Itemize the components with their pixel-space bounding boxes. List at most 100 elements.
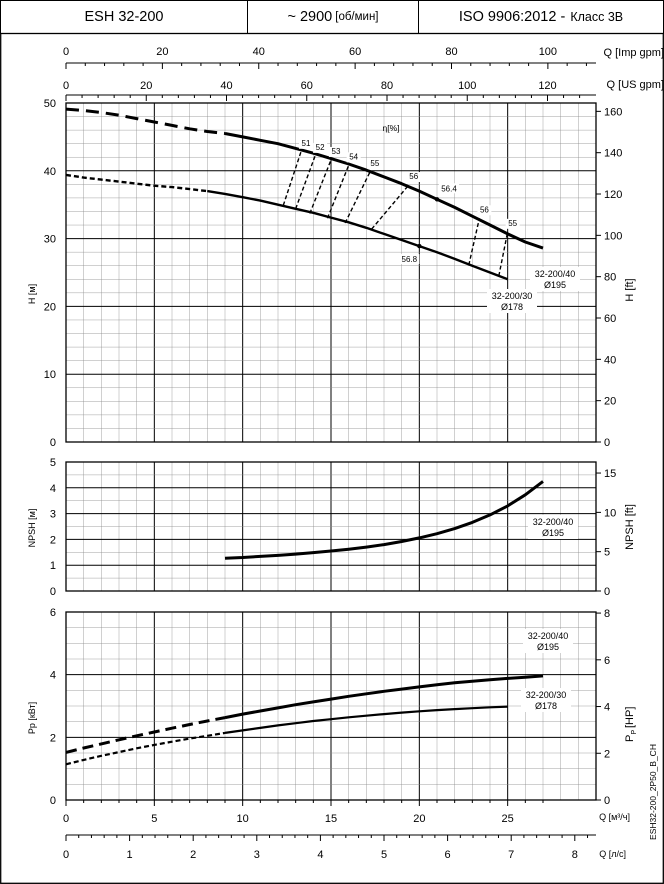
power-series-label-0-line1: 32-200/40 bbox=[528, 631, 569, 641]
top1-axis-label: Q [Imp gpm] bbox=[603, 47, 664, 59]
top2-tick-label: 120 bbox=[538, 80, 556, 92]
h-right-tick-label: 120 bbox=[604, 189, 622, 201]
efficiency-label-bg bbox=[329, 146, 343, 157]
head-curve-1 bbox=[207, 189, 509, 281]
h-left-tick-label: 20 bbox=[44, 301, 56, 313]
header-speed-value: ~ 2900 bbox=[287, 9, 333, 25]
bottom1-tick-label: 10 bbox=[237, 813, 249, 825]
h-left-axis-label: H [м] bbox=[27, 284, 37, 304]
top1-tick-label: 80 bbox=[445, 46, 457, 58]
top2-tick-label: 0 bbox=[63, 80, 69, 92]
efficiency-label-bg bbox=[477, 205, 492, 216]
h-left-tick-label: 40 bbox=[44, 166, 56, 178]
efficiency-line bbox=[282, 151, 302, 206]
power-curve-dashed-0 bbox=[65, 716, 226, 754]
header-model-cell: ESH 32-200 bbox=[0, 0, 248, 34]
efficiency-line bbox=[371, 184, 410, 230]
npsh-curve-0 bbox=[224, 480, 544, 560]
p-left-tick-label: 4 bbox=[50, 670, 56, 682]
efficiency-label: 53 bbox=[332, 147, 341, 156]
efficiency-line bbox=[295, 155, 316, 210]
efficiency-label: 55 bbox=[508, 219, 517, 228]
efficiency-label: 52 bbox=[316, 143, 325, 152]
npsh-left-tick-label: 5 bbox=[50, 457, 56, 469]
head-series-label-1-line1: 32-200/30 bbox=[492, 291, 533, 301]
header-standard: ISO 9906:2012 - bbox=[458, 9, 566, 25]
npsh-right-axis-label: NPSH [ft] bbox=[624, 504, 636, 550]
power-series-label-1-bg bbox=[521, 688, 571, 712]
efficiency-point bbox=[417, 243, 422, 249]
power-curve-1 bbox=[224, 705, 508, 734]
npsh-right-tick-label: 5 bbox=[604, 547, 610, 559]
efficiency-label-bg bbox=[367, 159, 382, 170]
power-series-label-0-bg bbox=[523, 629, 573, 653]
h-left-tick-label: 30 bbox=[44, 234, 56, 246]
head-curve-dashed-0 bbox=[65, 107, 226, 135]
p-right-axis-symbol: P bbox=[624, 735, 636, 742]
efficiency-line bbox=[468, 218, 481, 266]
head-curve-0 bbox=[224, 132, 544, 250]
bottom2-tick-label: 6 bbox=[445, 849, 451, 861]
bottom2-tick-label: 3 bbox=[254, 849, 260, 861]
power-curve-dashed-1 bbox=[65, 731, 226, 766]
npsh-series-label-0-line2: Ø195 bbox=[542, 528, 564, 538]
bottom2-tick-label: 1 bbox=[127, 849, 133, 861]
bottom1-tick-label: 15 bbox=[325, 813, 337, 825]
npsh-left-axis-label: NPSH [м] bbox=[27, 509, 37, 548]
p-left-axis-label: Pp [кВт] bbox=[27, 702, 37, 734]
p-right-tick-label: 0 bbox=[604, 795, 610, 807]
efficiency-line bbox=[309, 159, 332, 214]
bottom2-tick-label: 0 bbox=[63, 849, 69, 861]
efficiency-label-bg bbox=[298, 138, 313, 149]
p-right-axis-label: P P [HP] bbox=[624, 707, 638, 742]
top1-tick-label: 0 bbox=[63, 46, 69, 58]
efficiency-label-bg bbox=[406, 172, 421, 183]
efficiency-point-label: 56.8 bbox=[402, 255, 418, 264]
power-series-label-1-line1: 32-200/30 bbox=[526, 690, 567, 700]
p-left-tick-label: 6 bbox=[50, 607, 56, 619]
h-right-tick-label: 100 bbox=[604, 230, 622, 242]
outer-frame bbox=[0, 32, 664, 884]
p-right-tick-label: 8 bbox=[604, 608, 610, 620]
npsh-left-tick-label: 4 bbox=[50, 483, 56, 495]
bottom1-tick-label: 25 bbox=[502, 813, 514, 825]
head-series-label-0-line2: Ø195 bbox=[544, 280, 566, 290]
efficiency-label: 51 bbox=[302, 139, 311, 148]
p-right-tick-label: 6 bbox=[604, 655, 610, 667]
eta-label: η[%] bbox=[382, 123, 399, 133]
top1-tick-label: 60 bbox=[349, 46, 361, 58]
efficiency-line bbox=[326, 165, 350, 219]
power-series-label-1-line2: Ø178 bbox=[535, 701, 557, 711]
top2-tick-label: 80 bbox=[381, 80, 393, 92]
efficiency-point-label-bg bbox=[439, 183, 459, 194]
footer-code: ESH32-200_2P50_B_CH bbox=[648, 744, 658, 840]
p-right-tick-label: 2 bbox=[604, 748, 610, 760]
h-right-tick-label: 0 bbox=[604, 437, 610, 449]
head-series-label-1-line2: Ø178 bbox=[501, 302, 523, 312]
top1-tick-label: 100 bbox=[539, 46, 557, 58]
p-left-tick-label: 2 bbox=[50, 732, 56, 744]
efficiency-label: 56 bbox=[409, 172, 418, 181]
top2-tick-label: 40 bbox=[220, 80, 232, 92]
h-right-tick-label: 40 bbox=[604, 354, 616, 366]
efficiency-label: 55 bbox=[370, 159, 379, 168]
h-right-tick-label: 140 bbox=[604, 148, 622, 160]
h-right-axis-label: H [ft] bbox=[624, 278, 636, 301]
efficiency-label-bg bbox=[313, 142, 328, 153]
top2-tick-label: 20 bbox=[140, 80, 152, 92]
bottom1-tick-label: 5 bbox=[151, 813, 157, 825]
top1-tick-label: 20 bbox=[156, 46, 168, 58]
bottom1-tick-label: 0 bbox=[63, 813, 69, 825]
efficiency-line bbox=[344, 171, 371, 224]
header-model: ESH 32-200 bbox=[84, 9, 164, 25]
h-right-tick-label: 160 bbox=[604, 106, 622, 118]
npsh-left-tick-label: 1 bbox=[50, 560, 56, 572]
h-left-tick-label: 10 bbox=[44, 369, 56, 381]
header-class: Класс 3В bbox=[570, 10, 624, 24]
head-series-label-0-line1: 32-200/40 bbox=[535, 269, 576, 279]
bottom1-axis-label: Q [м³/ч] bbox=[599, 812, 630, 822]
power-curve-0 bbox=[224, 674, 544, 720]
h-right-tick-label: 60 bbox=[604, 313, 616, 325]
